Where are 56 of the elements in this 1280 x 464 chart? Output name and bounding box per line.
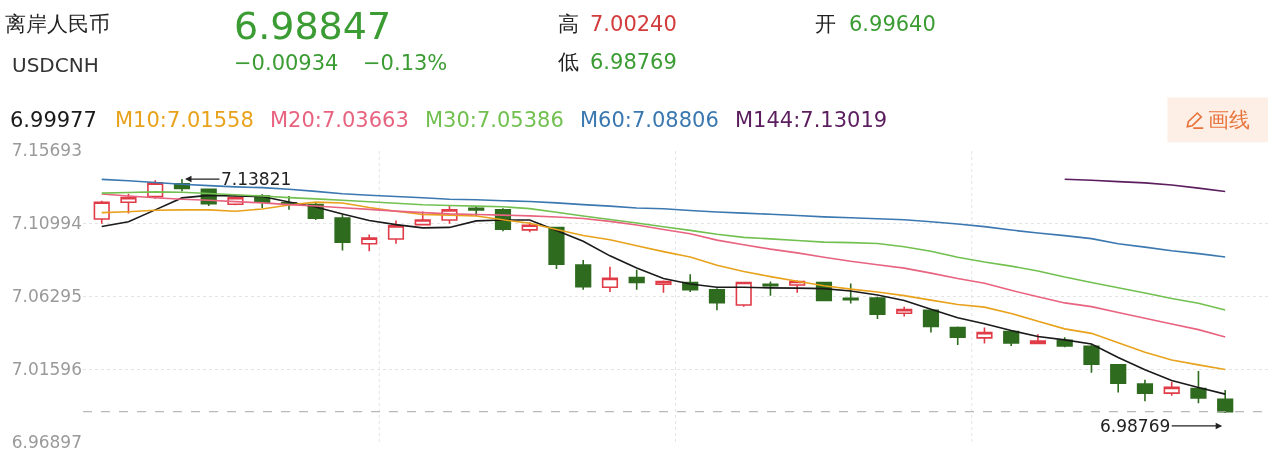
line-series	[100, 201, 1226, 371]
candlestick	[735, 281, 752, 308]
text: 画线	[1208, 108, 1250, 132]
chart-title: 离岸人民币	[5, 12, 110, 37]
text: 7.00240	[590, 12, 677, 36]
text: M60:7.08806	[580, 108, 719, 132]
candlestick	[949, 325, 966, 346]
chart-subtitle: USDCNH	[12, 53, 99, 77]
candlestick	[1083, 343, 1100, 374]
text: M30:7.05386	[425, 108, 564, 132]
candlestick	[762, 280, 779, 297]
line-series	[100, 194, 1226, 395]
candlestick	[628, 268, 645, 291]
text: −0.00934	[234, 51, 339, 75]
text: M20:7.03663	[270, 108, 409, 132]
annotation: 7.13821	[221, 169, 292, 189]
candlestick	[708, 287, 726, 312]
text: −0.13%	[363, 51, 448, 75]
text: 低	[558, 50, 579, 74]
text: 高	[558, 12, 579, 36]
candlestick	[575, 259, 592, 291]
candlestick	[1217, 389, 1234, 414]
y-tick-label: 7.01596	[11, 358, 82, 379]
candlestick	[1136, 378, 1154, 403]
candlestick	[93, 199, 110, 225]
candlestick	[922, 308, 940, 334]
candlestick	[1110, 363, 1127, 394]
candlestick	[1003, 329, 1020, 347]
candlestick	[976, 326, 993, 345]
candlestick	[414, 210, 431, 227]
y-tick-label: 6.96897	[11, 431, 82, 452]
candlestick	[1163, 381, 1180, 397]
annotation: 6.98769	[1100, 416, 1171, 436]
candlestick	[387, 219, 405, 245]
y-tick-label: 7.15693	[11, 139, 82, 160]
text: M10:7.01558	[115, 108, 254, 132]
candlestick	[1029, 333, 1047, 345]
candlestick	[521, 221, 538, 234]
line-series	[100, 191, 1226, 311]
text: 6.98769	[590, 50, 677, 74]
text: 6.98847	[234, 4, 392, 48]
candlestick	[334, 213, 351, 252]
text: 6.99640	[849, 12, 936, 36]
y-tick-label: 7.10994	[11, 212, 82, 233]
line-series	[100, 193, 1226, 338]
y-tick-label: 7.06295	[11, 285, 82, 306]
candlestick	[1190, 370, 1207, 405]
candlestick	[601, 265, 619, 293]
candlestick	[869, 295, 886, 320]
text: 开	[815, 12, 836, 36]
candlestick	[361, 233, 378, 253]
line-series	[1063, 178, 1226, 193]
text: 6.99977	[10, 108, 97, 132]
text: M144:7.13019	[735, 108, 888, 132]
candlestick	[548, 225, 565, 270]
candlestick	[842, 282, 859, 305]
